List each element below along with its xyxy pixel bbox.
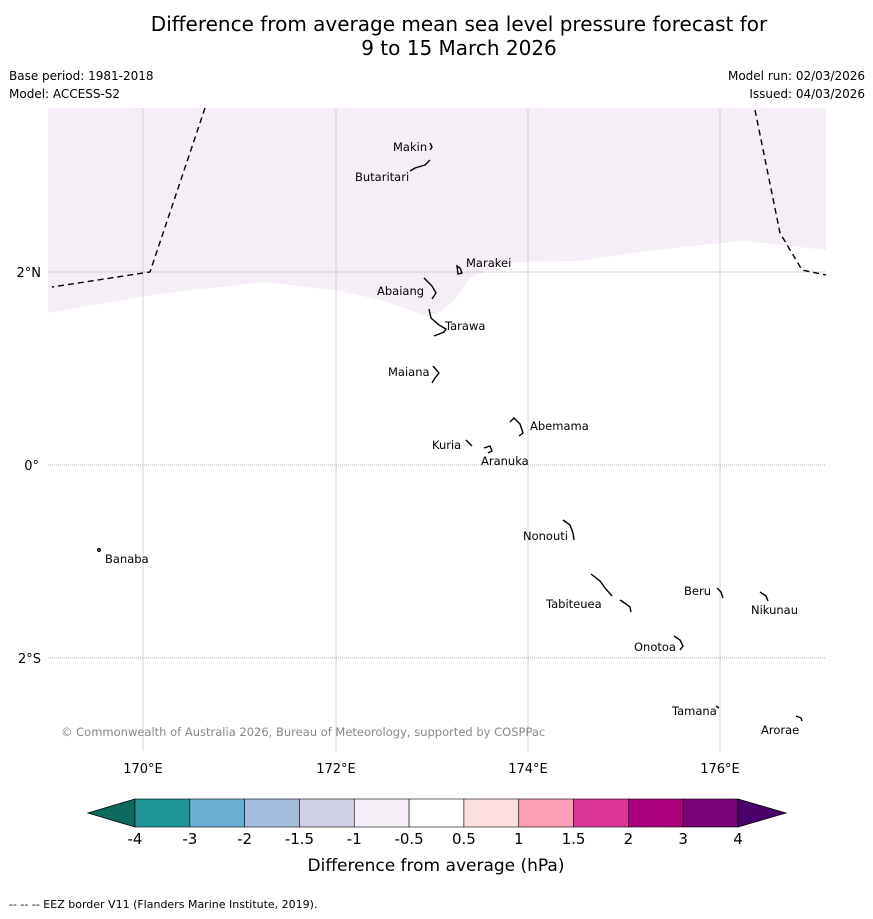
label-maiana: Maiana	[388, 365, 430, 379]
colorbar-segment	[244, 798, 300, 828]
place-labels: Makin Butaritari Marakei Abaiang Tarawa …	[105, 140, 799, 737]
axis-labels: 170°E 172°E 174°E 176°E 2°N 0° 2°S	[17, 266, 740, 777]
lat-label: 0°	[24, 459, 39, 474]
eez-footnote: -- -- -- EEZ border V11 (Flanders Marine…	[9, 898, 318, 911]
label-kuria: Kuria	[432, 438, 461, 452]
island-banaba	[96, 548, 101, 553]
lon-label: 172°E	[316, 762, 356, 777]
label-nikunau: Nikunau	[751, 603, 798, 617]
lat-label: 2°S	[18, 652, 41, 667]
island-tarawa	[428, 308, 447, 337]
lon-label: 176°E	[700, 762, 740, 777]
colorbar-segment	[299, 798, 355, 828]
meta-left: Base period: 1981-2018 Model: ACCESS-S2	[9, 67, 154, 103]
colorbar-tick-label: 4	[733, 830, 743, 848]
colorbar-tick-label: 1	[514, 830, 524, 848]
colorbar-segment	[353, 798, 410, 828]
label-butaritari: Butaritari	[355, 170, 409, 184]
colorbar-tick-label: -0.5	[394, 830, 423, 848]
colorbar-tick-label: -4	[128, 830, 143, 848]
lat-label: 2°N	[17, 266, 42, 281]
island-onotoa	[673, 635, 684, 651]
colorbar-tick-label: 2	[624, 830, 634, 848]
island-tamana	[715, 705, 720, 709]
islands	[96, 142, 803, 722]
island-nonouti	[562, 519, 575, 541]
colorbar-tick-label: 1.5	[562, 830, 586, 848]
title-line-1: Difference from average mean sea level p…	[150, 12, 768, 36]
colorbar-segment	[134, 798, 191, 828]
island-beru	[716, 587, 724, 599]
title-line-2: 9 to 15 March 2026	[361, 36, 557, 60]
colorbar-segment	[682, 798, 739, 828]
colorbar-tick-label: -2	[237, 830, 252, 848]
colorbar-segment	[408, 798, 465, 828]
colorbar-segment	[573, 798, 629, 828]
label-beru: Beru	[684, 584, 711, 598]
label-aranuka: Aranuka	[481, 454, 529, 468]
chart-title: Difference from average mean sea level p…	[0, 12, 873, 60]
colorbar-tick-label: 3	[678, 830, 688, 848]
island-abemama	[509, 417, 524, 437]
label-tabiteuea: Tabiteuea	[545, 597, 602, 611]
colorbar: -4 -3 -2 -1.5 -1 -0.5 0.5 1 1.5 2 3 4 Difference fr…	[86, 798, 788, 876]
island-kuria	[465, 439, 473, 447]
colorbar-segment	[518, 798, 574, 828]
island-makin	[429, 142, 433, 151]
label-abaiang: Abaiang	[377, 284, 424, 298]
island-abaiang	[423, 277, 437, 300]
island-marakei	[456, 264, 463, 275]
label-onotoa: Onotoa	[634, 640, 676, 654]
model-run: Model run: 02/03/2026	[727, 69, 865, 83]
pressure-anomaly-shading	[48, 108, 826, 318]
base-period: Base period: 1981-2018	[9, 69, 154, 83]
lon-label: 170°E	[123, 762, 163, 777]
meta-right: Model run: 02/03/2026 Issued: 04/03/2026	[728, 67, 865, 103]
copyright-text: © Commonwealth of Australia 2026, Bureau…	[61, 725, 545, 739]
colorbar-segment	[189, 798, 245, 828]
label-makin: Makin	[393, 140, 427, 154]
colorbar-segment	[463, 798, 520, 828]
island-arorae	[795, 715, 803, 722]
island-maiana	[431, 365, 440, 384]
label-abemama: Abemama	[530, 419, 589, 433]
label-marakei: Marakei	[466, 256, 511, 270]
label-nonouti: Nonouti	[523, 529, 568, 543]
colorbar-under-arrow	[86, 798, 136, 828]
issued-date: Issued: 04/03/2026	[749, 87, 865, 101]
label-tarawa: Tarawa	[444, 319, 485, 333]
gridlines	[142, 108, 721, 751]
colorbar-tick-label: -1	[347, 830, 362, 848]
model-name: Model: ACCESS-S2	[9, 87, 121, 101]
colorbar-label: Difference from average (hPa)	[308, 856, 565, 876]
colorbar-tick-label: -3	[182, 830, 197, 848]
colorbar-over-arrow	[737, 798, 788, 828]
label-tamana: Tamana	[671, 704, 717, 718]
colorbar-tick-label: -1.5	[285, 830, 314, 848]
island-butaritari	[409, 159, 431, 172]
eez-border	[51, 108, 826, 288]
label-arorae: Arorae	[761, 723, 799, 737]
colorbar-segment	[628, 798, 684, 828]
island-tabiteuea	[590, 573, 632, 613]
island-nikunau	[759, 591, 769, 602]
colorbar-tick-label: 0.5	[452, 830, 476, 848]
island-aranuka	[483, 445, 493, 454]
lon-label: 174°E	[508, 762, 548, 777]
label-banaba: Banaba	[105, 552, 149, 566]
